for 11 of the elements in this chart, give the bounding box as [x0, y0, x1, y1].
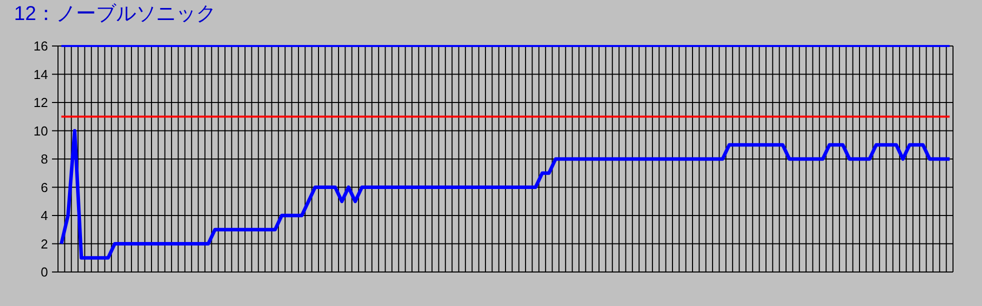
y-tick-label: 16	[34, 38, 48, 54]
y-tick-label: 8	[40, 152, 48, 167]
y-tick-label: 6	[40, 180, 48, 195]
line-series	[60, 129, 952, 260]
y-tick-label: 0	[40, 264, 48, 280]
y-tick-label: 12	[34, 95, 48, 110]
y-tick-label: 10	[34, 123, 48, 138]
y-tick-label: 4	[40, 208, 48, 224]
y-tick-label: 14	[34, 66, 48, 82]
chart-title: 12：ノーブルソニック	[14, 3, 216, 25]
y-tick-label: 2	[40, 236, 48, 252]
